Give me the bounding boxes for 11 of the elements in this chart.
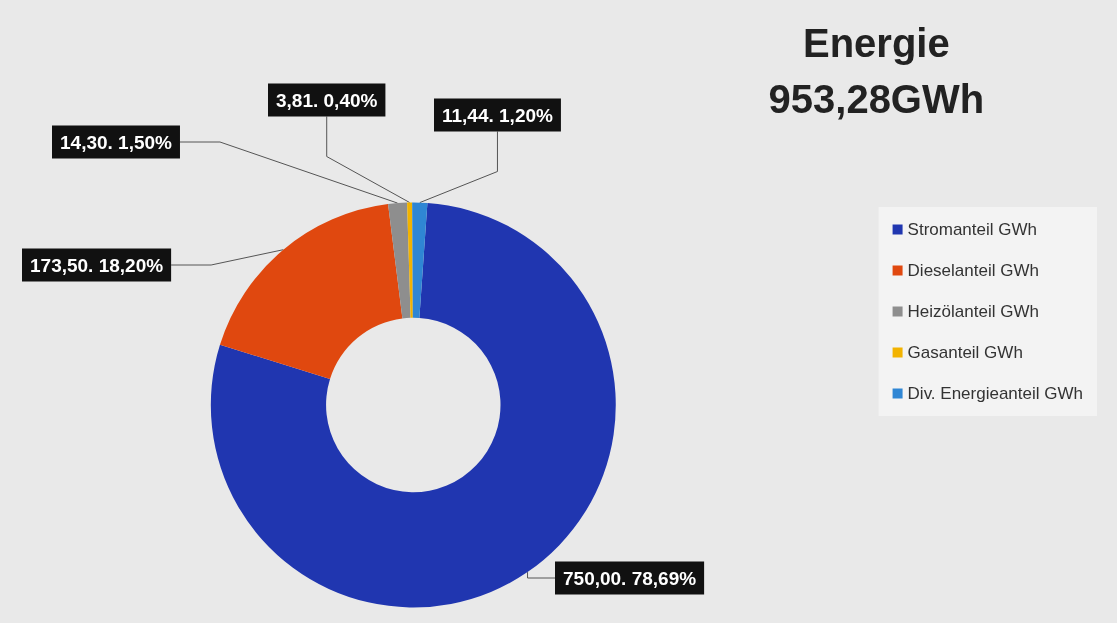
data-label: 14,30. 1,50% [60, 131, 173, 153]
data-label: 11,44. 1,20% [442, 104, 554, 126]
data-label: 3,81. 0,40% [276, 89, 378, 111]
legend-label: Stromanteil GWh [907, 220, 1038, 239]
data-label: 750,00. 78,69% [563, 567, 697, 589]
legend-label: Dieselanteil GWh [907, 261, 1039, 280]
chart-title: Energie 953,28GWh [768, 21, 985, 121]
legend-label: Div. Energieanteil GWh [907, 384, 1083, 403]
data-label: 173,50. 18,20% [30, 254, 164, 276]
legend-label: Heizölanteil GWh [907, 302, 1039, 321]
legend-label: Gasanteil GWh [907, 343, 1023, 362]
